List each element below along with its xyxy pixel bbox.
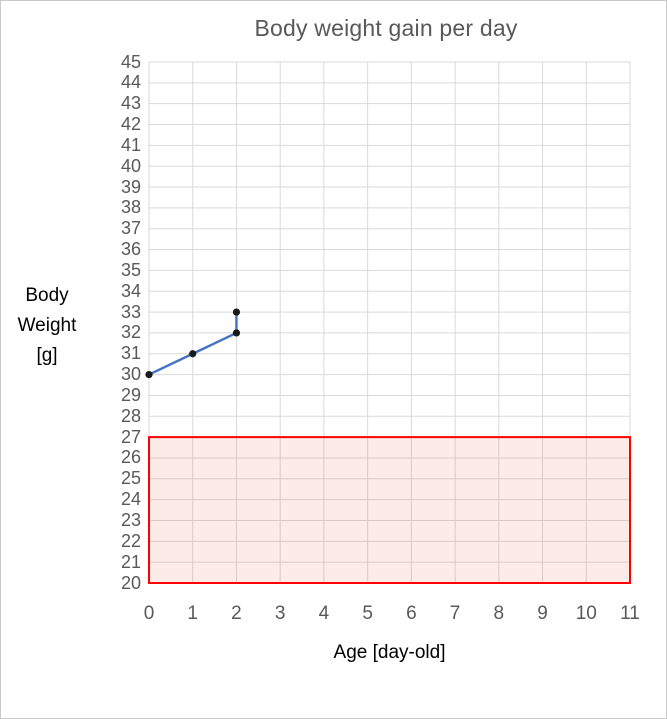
y-tick-label: 23 (120, 509, 141, 530)
y-tick-label: 30 (120, 364, 141, 385)
y-tick-label: 41 (120, 134, 141, 155)
x-tick-label: 5 (362, 603, 373, 624)
y-tick-label: 39 (120, 176, 141, 197)
y-tick-label: 28 (120, 405, 141, 426)
x-tick-label: 8 (493, 603, 505, 624)
y-tick-label: 38 (120, 197, 141, 218)
data-point-marker (189, 350, 197, 358)
x-tick-label: 7 (449, 603, 461, 624)
y-tick-label: 20 (120, 572, 141, 593)
weight-series-line (147, 310, 238, 376)
highlight-region (148, 436, 631, 584)
y-tick-label: 25 (120, 468, 141, 489)
x-tick-label: 0 (143, 603, 155, 624)
data-point-marker (145, 371, 153, 379)
data-point-marker (232, 329, 241, 337)
x-tick-label: 3 (274, 603, 286, 624)
x-tick-label: 9 (537, 603, 548, 624)
y-tick-label: 26 (120, 447, 141, 468)
y-tick-label: 32 (120, 322, 141, 343)
x-tick-label: 6 (406, 603, 417, 624)
y-tick-label: 29 (120, 384, 141, 405)
data-point-marker (232, 308, 241, 316)
y-tick-label: 42 (120, 114, 141, 135)
y-axis-title: Body Weight [g] (17, 285, 77, 366)
y-tick-label: 40 (120, 155, 141, 176)
y-tick-label: 36 (120, 239, 141, 260)
y-tick-label: 37 (120, 218, 141, 239)
x-axis-title: Age [day-old] (333, 642, 446, 663)
y-tick-label: 34 (120, 280, 141, 301)
y-tick-label: 33 (120, 301, 141, 322)
x-tick-label: 2 (231, 603, 242, 624)
y-tick-label: 45 (120, 51, 141, 72)
x-tick-label: 10 (575, 603, 597, 624)
x-tick-label: 1 (187, 603, 198, 624)
x-tick-label: 11 (620, 603, 640, 624)
y-tick-label: 44 (120, 72, 141, 93)
y-tick-label: 31 (120, 343, 141, 364)
x-tick-label: 4 (318, 603, 330, 624)
y-tick-label: 27 (120, 426, 141, 447)
chart-title: Body weight gain per day (254, 15, 518, 41)
y-tick-label: 35 (120, 259, 141, 280)
y-tick-label: 43 (120, 93, 141, 114)
y-tick-label: 22 (120, 530, 141, 551)
y-tick-label: 21 (120, 551, 141, 572)
y-tick-label: 24 (120, 489, 141, 510)
